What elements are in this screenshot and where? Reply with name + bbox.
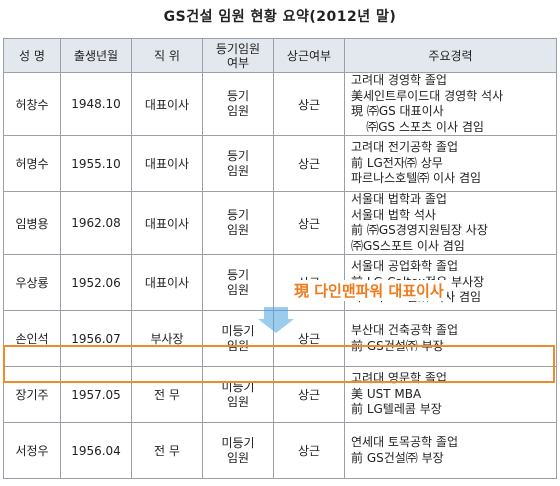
- header-registered: 등기임원 여부: [202, 38, 274, 73]
- cell-registered: 미등기 임원: [202, 366, 274, 423]
- cell-career: 고려대 경영학 졸업 美세인트루이드대 경영학 석사 現 ㈜GS 대표이사 ㈜GS …: [344, 72, 557, 136]
- cell-position: 대표이사: [131, 191, 203, 255]
- cell-position: 부사장: [131, 310, 203, 367]
- header-registered-label: 등기임원 여부: [215, 41, 261, 70]
- registered-label: 등기 임원: [226, 89, 250, 118]
- cell-status: 상근: [273, 72, 345, 136]
- cell-status: 상근: [273, 422, 345, 479]
- registered-label: 미등기 임원: [221, 379, 255, 409]
- cell-birth: 1962.08: [60, 191, 132, 255]
- cell-registered: 등기 임원: [202, 191, 274, 255]
- cell-position: 전 무: [131, 422, 203, 479]
- career-line: 서울대 공업화학 졸업: [351, 259, 458, 274]
- cell-name: 허명수: [3, 135, 61, 192]
- table-row: 서정우 1956.04 전 무 미등기 임원 상근 연세대 토목공학 졸업 前 GS건설㈜ …: [3, 422, 557, 479]
- career-line: 서울대 법학 석사: [351, 207, 436, 222]
- cell-position: 대표이사: [131, 135, 203, 192]
- table-row: 허창수 1948.10 대표이사 등기 임원 상근 고려대 경영학 졸업 美세인트루이드대 …: [3, 72, 557, 136]
- career-line: 現 ㈜GS 대표이사: [351, 104, 444, 118]
- career-line: 美세인트루이드대 경영학 석사: [351, 88, 504, 103]
- cell-birth: 1955.10: [60, 135, 132, 192]
- registered-label: 등기 임원: [226, 148, 250, 178]
- table-row: 임병용 1962.08 대표이사 등기 임원 상근 서울대 법학과 졸업 서울대 법학 석사…: [3, 191, 557, 255]
- career-line: 파르나스호텔㈜ 이사 겸임: [351, 171, 482, 186]
- registered-label: 등기 임원: [226, 267, 250, 297]
- cell-name: 우상룡: [3, 254, 61, 311]
- career-line: 서울대 법학과 졸업: [351, 192, 447, 206]
- career-line: 고려대 경영학 졸업: [351, 73, 447, 87]
- cell-career: 고려대 전기공학 졸업 前 LG전자㈜ 상무 파르나스호텔㈜ 이사 겸임: [344, 135, 557, 192]
- registered-label: 등기 임원: [226, 208, 250, 237]
- executive-table: 성 명 출생년월 직 위 등기임원 여부 상근여부 주요경력 허창수 1948.1…: [3, 38, 557, 479]
- career-line: 연세대 토목공학 졸업: [351, 435, 458, 449]
- cell-birth: 1957.05: [60, 366, 132, 423]
- cell-birth: 1956.04: [60, 422, 132, 479]
- cell-status: 상근: [273, 366, 345, 423]
- career-line: 前 ㈜GS경영지원팀장 사장: [351, 223, 488, 237]
- career-line: ㈜GS 스포츠 이사 겸임: [351, 119, 484, 134]
- header-career: 주요경력: [344, 38, 557, 73]
- cell-name: 허창수: [3, 72, 61, 136]
- header-birth: 출생년월: [60, 38, 132, 73]
- header-status: 상근여부: [273, 38, 345, 73]
- header-position: 직 위: [131, 38, 203, 73]
- cell-name: 임병용: [3, 191, 61, 255]
- cell-career: 서울대 법학과 졸업 서울대 법학 석사 前 ㈜GS경영지원팀장 사장 ㈜GS스포트 …: [344, 191, 557, 255]
- cell-career: 고려대 영문학 졸업 美 UST MBA 前 LG텔레콤 부장: [344, 366, 557, 423]
- page-title: GS건설 임원 현황 요약(2012년 말): [163, 9, 397, 25]
- career-line: 고려대 전기공학 졸업: [351, 140, 458, 155]
- table-header-row: 성 명 출생년월 직 위 등기임원 여부 상근여부 주요경력: [3, 38, 557, 73]
- cell-registered: 미등기 임원: [202, 422, 274, 479]
- cell-career: 부산대 건축공학 졸업 前 GS건설㈜ 부장: [344, 310, 557, 367]
- career-line: ㈜GS스포트 이사 겸임: [351, 238, 465, 253]
- cell-name: 손인석: [3, 310, 61, 367]
- career-line: 前 LG텔레콤 부장: [351, 402, 442, 417]
- cell-birth: 1948.10: [60, 72, 132, 136]
- cell-position: 대표이사: [131, 72, 203, 136]
- arrow-down-icon: [258, 307, 294, 333]
- header-name: 성 명: [3, 38, 61, 73]
- career-line: 前 GS건설㈜ 부장: [351, 338, 444, 353]
- registered-label: 미등기 임원: [221, 323, 255, 353]
- cell-birth: 1956.07: [60, 310, 132, 367]
- cell-status: 상근: [273, 135, 345, 192]
- overlay-annotation: 現 다인맨파워 대표이사: [291, 280, 447, 301]
- career-line: 前 GS건설㈜ 부장: [351, 450, 444, 465]
- registered-label: 미등기 임원: [221, 435, 255, 465]
- cell-position: 전 무: [131, 366, 203, 423]
- cell-name: 장기주: [3, 366, 61, 423]
- cell-registered: 등기 임원: [202, 254, 274, 311]
- cell-position: 대표이사: [131, 254, 203, 311]
- cell-career: 연세대 토목공학 졸업 前 GS건설㈜ 부장: [344, 422, 557, 479]
- cell-status: 상근: [273, 191, 345, 255]
- cell-birth: 1952.06: [60, 254, 132, 311]
- career-line: 美 UST MBA: [351, 386, 422, 401]
- cell-registered: 등기 임원: [202, 135, 274, 192]
- cell-name: 서정우: [3, 422, 61, 479]
- career-line: 前 LG전자㈜ 상무: [351, 155, 443, 170]
- career-line: 고려대 영문학 졸업: [351, 371, 447, 386]
- table-row: 장기주 1957.05 전 무 미등기 임원 상근 고려대 영문학 졸업 美 UST MBA…: [3, 366, 557, 423]
- cell-registered: 등기 임원: [202, 72, 274, 136]
- table-row: 허명수 1955.10 대표이사 등기 임원 상근 고려대 전기공학 졸업 前 LG전자㈜ …: [3, 135, 557, 192]
- career-line: 부산대 건축공학 졸업: [351, 323, 458, 337]
